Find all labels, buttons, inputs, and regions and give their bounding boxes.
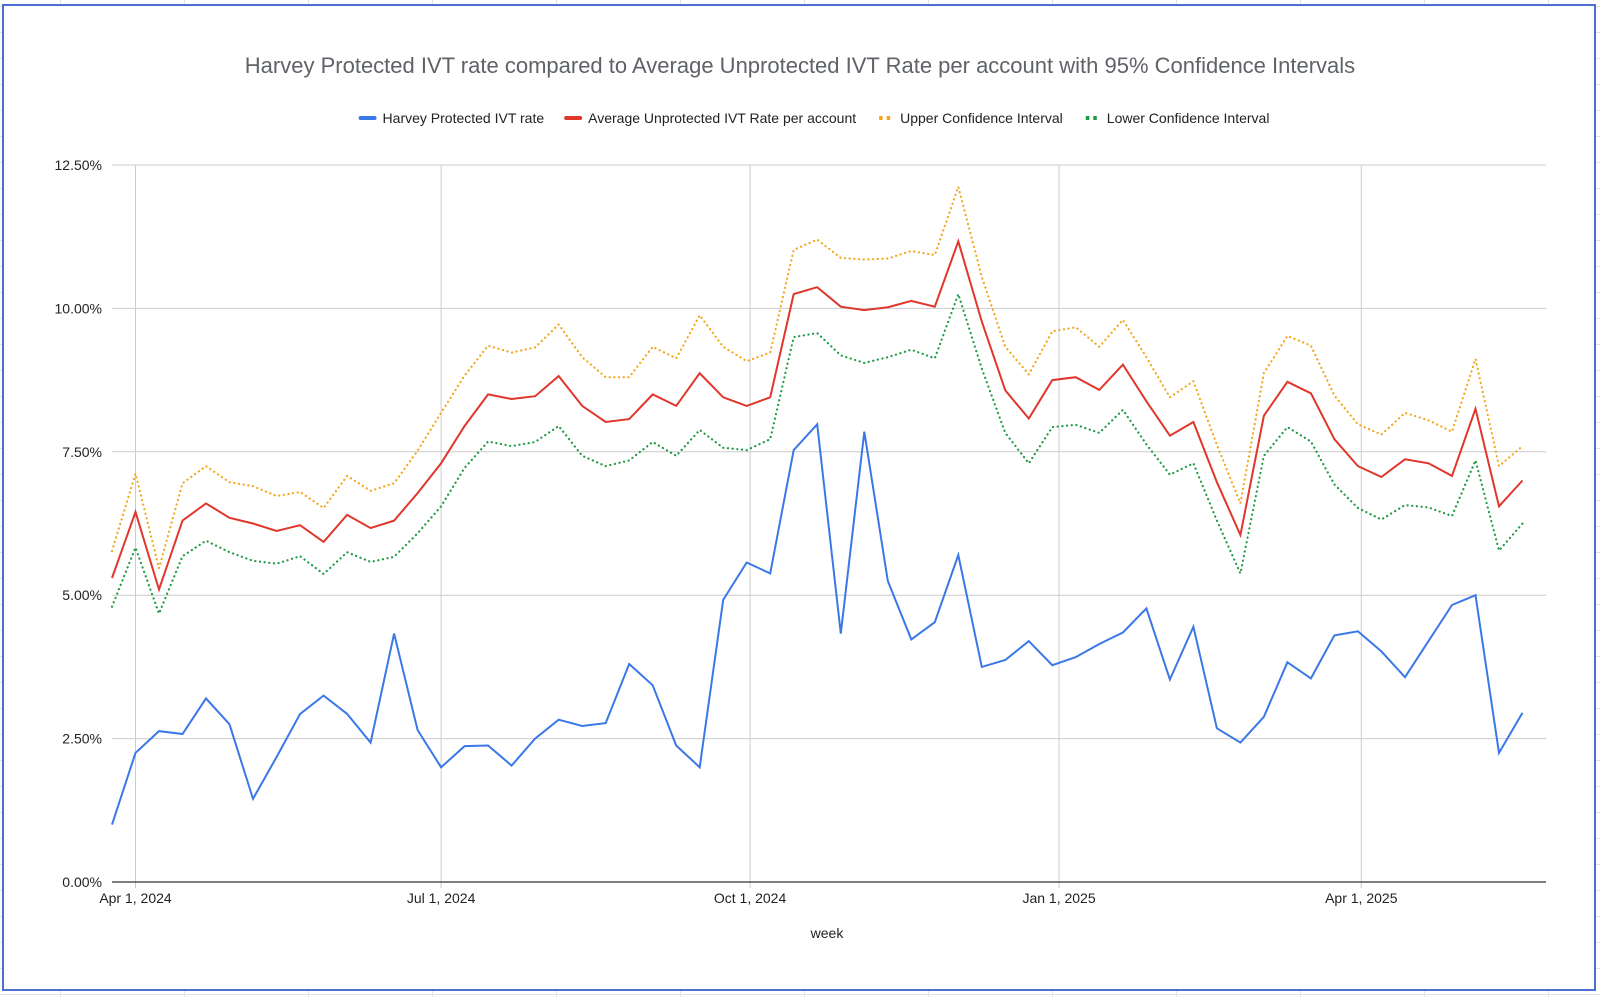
legend-label: Average Unprotected IVT Rate per account <box>588 110 856 126</box>
x-tick-label: Jul 1, 2024 <box>407 890 476 906</box>
chart-legend: Harvey Protected IVT rate Average Unprote… <box>358 110 1270 126</box>
y-tick-label: 12.50% <box>55 157 102 173</box>
series-line-1[interactable] <box>111 421 1524 825</box>
y-tick-label: 10.00% <box>55 300 102 316</box>
legend-label: Harvey Protected IVT rate <box>383 110 545 126</box>
legend-label: Lower Confidence Interval <box>1107 110 1270 126</box>
y-tick-label: 5.00% <box>62 587 102 603</box>
legend-label: Upper Confidence Interval <box>900 110 1063 126</box>
series-line-4[interactable] <box>110 290 1524 617</box>
x-axis-title: week <box>810 925 845 941</box>
y-tick-label: 7.50% <box>62 444 102 460</box>
x-tick-label: Apr 1, 2024 <box>99 890 172 906</box>
legend-item-4[interactable]: Lower Confidence Interval <box>1085 110 1270 126</box>
x-tick-label: Oct 1, 2024 <box>714 890 787 906</box>
y-tick-label: 0.00% <box>62 874 102 890</box>
series-line-2[interactable] <box>111 238 1524 593</box>
chart-series <box>110 182 1524 825</box>
chart-axes: 0.00% 2.50% 5.00% 7.50% 10.00% 12.50% Apr 1, 2… <box>55 157 1546 906</box>
y-tick-label: 2.50% <box>62 731 102 747</box>
chart-frame[interactable] <box>2 4 1596 991</box>
chart-title: Harvey Protected IVT rate compared to Av… <box>245 53 1355 78</box>
legend-item-3[interactable]: Upper Confidence Interval <box>879 110 1063 126</box>
x-tick-label: Jan 1, 2025 <box>1022 890 1095 906</box>
series-line-3[interactable] <box>110 182 1524 573</box>
x-tick-label: Apr 1, 2025 <box>1325 890 1398 906</box>
legend-item-1[interactable]: Harvey Protected IVT rate <box>358 110 545 126</box>
legend-item-2[interactable]: Average Unprotected IVT Rate per account <box>564 110 856 126</box>
